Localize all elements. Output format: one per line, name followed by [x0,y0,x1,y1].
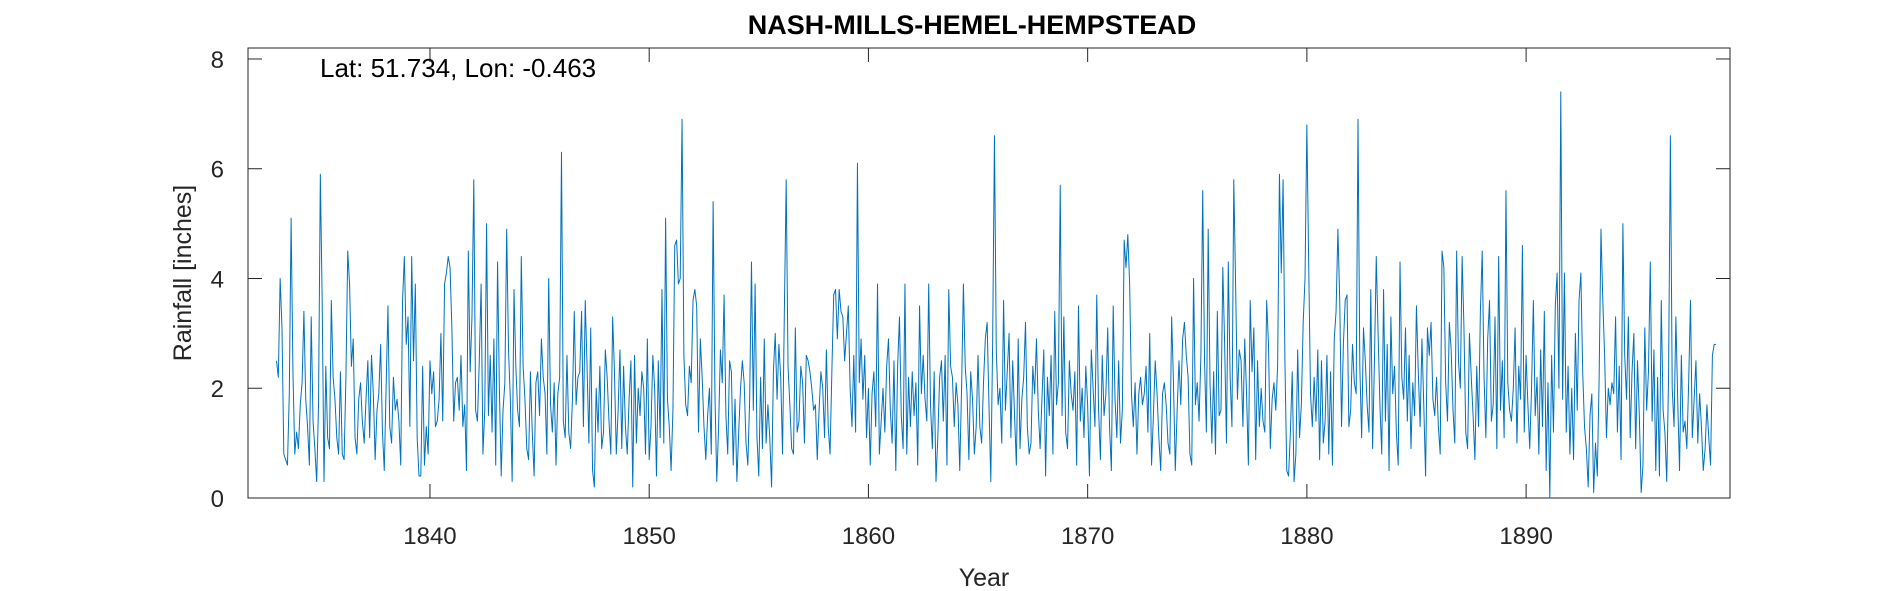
y-axis-label: Rainfall [inches] [169,185,197,361]
y-tick-label: 6 [211,157,224,184]
x-tick-label: 1870 [1061,523,1114,550]
x-tick-labels: 1840 1850 1860 1870 1880 1890 [403,523,1553,550]
y-tick-label: 8 [211,47,224,74]
x-tick-label: 1890 [1499,523,1552,550]
y-tick-labels: 0 2 4 6 8 [211,47,224,513]
x-tick-label: 1840 [403,523,456,550]
x-tick-label: 1850 [622,523,675,550]
chart-title: NASH-MILLS-HEMEL-HEMPSTEAD [748,10,1196,40]
y-tick-label: 4 [211,266,224,293]
x-axis-label: Year [959,564,1010,591]
location-annotation: Lat: 51.734, Lon: -0.463 [320,53,596,83]
axis-ticks [248,48,1730,499]
y-tick-label: 2 [211,376,224,403]
x-tick-label: 1860 [842,523,895,550]
x-tick-label: 1880 [1280,523,1333,550]
rainfall-series-line [276,91,1717,499]
plot-area [247,47,1731,499]
y-tick-label: 0 [211,486,224,513]
